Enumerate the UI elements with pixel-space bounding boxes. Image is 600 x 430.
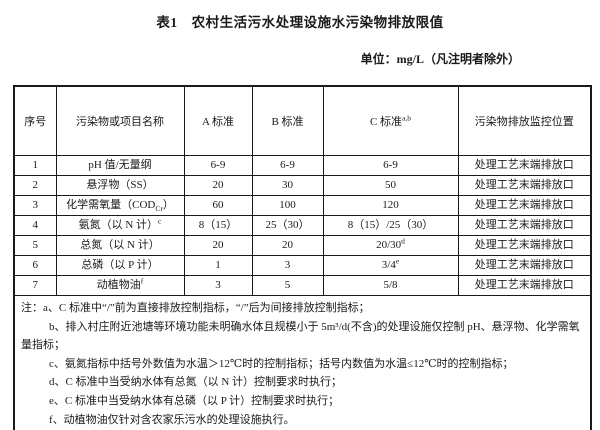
standard-c-cell: 6-9	[322, 155, 459, 176]
table-note: e、C 标准中当受纳水体有总磷（以 P 计）控制要求时执行；	[49, 394, 340, 407]
table-row: 1 pH 值/无量纲 6-9 6-9 6-9 处理工艺末端排放口	[13, 155, 592, 176]
table-row: 2 悬浮物（SS） 20 30 50 处理工艺末端排放口	[13, 175, 592, 196]
pollutant-name-cell: 总氮（以 N 计）	[55, 235, 185, 256]
row-number-cell: 4	[13, 215, 57, 236]
standard-b-cell: 30	[251, 175, 324, 196]
monitoring-location-cell: 处理工艺末端排放口	[457, 235, 592, 256]
standard-a-cell: 6-9	[183, 155, 253, 176]
monitoring-location-cell: 处理工艺末端排放口	[457, 215, 592, 236]
table-header: 序号 污染物或项目名称 A 标准 B 标准 C 标准a,b 污染物排放监控位置	[13, 85, 592, 156]
header-label: B 标准	[271, 116, 304, 128]
standard-b-cell: 3	[251, 255, 324, 276]
standard-a-cell: 8（15）	[183, 215, 253, 236]
pollutant-name-cell: pH 值/无量纲	[55, 155, 185, 176]
table-note: d、C 标准中当受纳水体有总氮（以 N 计）控制要求时执行；	[49, 376, 343, 389]
header-standard-c: C 标准a,b	[322, 85, 459, 156]
pollutant-limits-table: 序号 污染物或项目名称 A 标准 B 标准 C 标准a,b 污染物排放监控位置 …	[13, 85, 592, 430]
header-pollutant-name: 污染物或项目名称	[55, 85, 185, 156]
header-row: 序号 污染物或项目名称 A 标准 B 标准 C 标准a,b 污染物排放监控位置	[13, 85, 592, 156]
header-label: 污染物排放监控位置	[474, 116, 574, 128]
table-row: 3 化学需氧量（CODCr） 60 100 120 处理工艺末端排放口	[13, 195, 592, 216]
standard-a-cell: 20	[183, 235, 253, 256]
monitoring-location-cell: 处理工艺末端排放口	[457, 255, 592, 276]
table-note: f、动植物油仅针对含农家乐污水的处理设施执行。	[49, 413, 295, 426]
header-label: A 标准	[201, 116, 235, 128]
header-label: 序号	[24, 116, 47, 128]
unit-label: 单位：mg/L（凡注明者除外）	[360, 52, 520, 66]
standard-a-cell: 20	[183, 175, 253, 196]
standard-b-cell: 25（30）	[251, 215, 324, 236]
header-standard-b: B 标准	[251, 85, 324, 156]
table-row: 4 氨氮（以 N 计）c 8（15） 25（30） 8（15）/25（30） 处理工艺末端…	[13, 215, 592, 236]
monitoring-location-cell: 处理工艺末端排放口	[457, 175, 592, 196]
table-note: b、排入村庄附近池塘等环境功能未明确水体且规模小于 5m³/d(不含)的处理设施…	[21, 320, 580, 352]
standard-c-cell: 20/30d	[322, 235, 459, 256]
pollutant-name-cell: 化学需氧量（CODCr）	[55, 195, 185, 216]
header-monitoring-location: 污染物排放监控位置	[457, 85, 592, 156]
row-number-cell: 5	[13, 235, 57, 256]
row-number-cell: 3	[13, 195, 57, 216]
table-body: 1 pH 值/无量纲 6-9 6-9 6-9 处理工艺末端排放口 2 悬浮物（SS） 20 30 5…	[13, 155, 592, 296]
table-footer: 注：a、C 标准中“/”前为直接排放控制指标，“/”后为间接排放控制指标； b、排…	[13, 295, 592, 430]
table-note: c、氨氮指标中括号外数值为水温＞12℃时的控制指标；括号内数值为水温≤12℃时的…	[49, 357, 514, 370]
standard-a-cell: 60	[183, 195, 253, 216]
pollutant-name-cell: 动植物油f	[55, 275, 185, 296]
standard-a-cell: 3	[183, 275, 253, 296]
header-standard-a: A 标准	[183, 85, 253, 156]
row-number-cell: 7	[13, 275, 57, 296]
pollutant-name-cell: 总磷（以 P 计）	[55, 255, 185, 276]
table-row: 7 动植物油f 3 5 5/8 处理工艺末端排放口	[13, 275, 592, 296]
standard-b-cell: 20	[251, 235, 324, 256]
pollutant-name-cell: 氨氮（以 N 计）c	[55, 215, 185, 236]
standard-b-cell: 6-9	[251, 155, 324, 176]
notes-row: 注：a、C 标准中“/”前为直接排放控制指标，“/”后为间接排放控制指标； b、排…	[13, 295, 592, 430]
header-label: 污染物或项目名称	[76, 116, 164, 128]
standard-c-cell: 8（15）/25（30）	[322, 215, 459, 236]
row-number-cell: 6	[13, 255, 57, 276]
standard-b-cell: 5	[251, 275, 324, 296]
row-number-cell: 2	[13, 175, 57, 196]
header-footnote-marker: a,b	[402, 113, 412, 123]
standard-c-cell: 120	[322, 195, 459, 216]
standard-b-cell: 100	[251, 195, 324, 216]
row-number-cell: 1	[13, 155, 57, 176]
table-row: 6 总磷（以 P 计） 1 3 3/4e 处理工艺末端排放口	[13, 255, 592, 276]
table-note: 注：a、C 标准中“/”前为直接排放控制指标，“/”后为间接排放控制指标；	[21, 302, 370, 314]
standard-c-cell: 3/4e	[322, 255, 459, 276]
notes-cell: 注：a、C 标准中“/”前为直接排放控制指标，“/”后为间接排放控制指标； b、排…	[13, 295, 592, 430]
header-serial-number: 序号	[13, 85, 57, 156]
header-label: C 标准	[369, 116, 403, 128]
pollutant-name-cell: 悬浮物（SS）	[55, 175, 185, 196]
page-title: 表1 农村生活污水处理设施水污染物排放限值	[156, 15, 444, 30]
monitoring-location-cell: 处理工艺末端排放口	[457, 275, 592, 296]
standard-c-cell: 50	[322, 175, 459, 196]
standard-c-cell: 5/8	[322, 275, 459, 296]
monitoring-location-cell: 处理工艺末端排放口	[457, 155, 592, 176]
monitoring-location-cell: 处理工艺末端排放口	[457, 195, 592, 216]
table-row: 5 总氮（以 N 计） 20 20 20/30d 处理工艺末端排放口	[13, 235, 592, 256]
standard-a-cell: 1	[183, 255, 253, 276]
